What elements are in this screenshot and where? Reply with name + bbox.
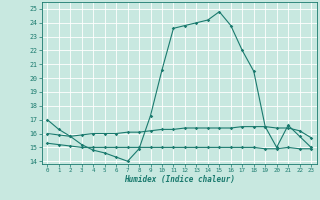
X-axis label: Humidex (Indice chaleur): Humidex (Indice chaleur) — [124, 175, 235, 184]
